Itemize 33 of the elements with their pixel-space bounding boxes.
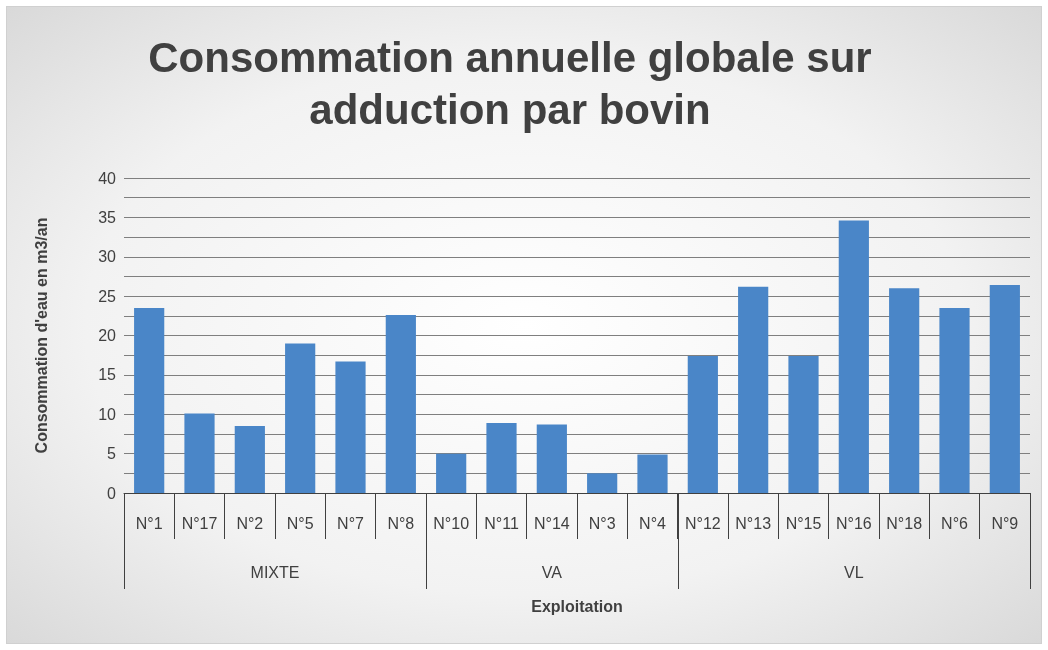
x-tick-label: N°18: [886, 514, 923, 532]
y-tick-label: 20: [98, 327, 117, 344]
x-axis-title: Exploitation: [531, 597, 623, 615]
x-tick-label: N°1: [135, 514, 163, 532]
x-tick-label: N°14: [533, 514, 570, 532]
x-tick-label: N°13: [735, 514, 772, 532]
x-tick-label: N°16: [835, 514, 872, 532]
x-tick-label: N°15: [785, 514, 822, 532]
x-tick-label: N°2: [236, 514, 264, 532]
y-tick-label: 10: [98, 405, 117, 423]
y-tick-label: 5: [107, 445, 117, 463]
x-tick-label: N°9: [991, 514, 1019, 532]
x-tick-label: N°8: [387, 514, 415, 532]
y-tick-label: 15: [98, 366, 117, 384]
y-axis-title: Consommation d'eau en m3/an: [32, 217, 50, 454]
y-tick-label: 25: [98, 287, 117, 305]
text: MIXTE: [249, 564, 301, 582]
chart-title: Consommation annuelle globale sur adduction par bovin: [147, 33, 873, 135]
y-tick-label: 40: [98, 169, 117, 187]
x-tick-label: N°3: [588, 514, 616, 532]
y-tick-label: 35: [98, 208, 117, 226]
x-tick-label: N°10: [433, 514, 470, 532]
y-tick-label: 0: [107, 484, 117, 502]
x-tick-label: N°5: [286, 514, 314, 532]
y-tick-label: 30: [98, 248, 117, 266]
text: VL: [843, 564, 865, 582]
text: VA: [540, 564, 563, 582]
x-tick-label: N°11: [484, 514, 519, 532]
x-tick-label: N°6: [941, 514, 969, 532]
x-tick-label: N°17: [181, 514, 218, 532]
x-tick-label: N°4: [639, 514, 667, 532]
x-tick-label: N°12: [684, 514, 721, 532]
x-tick-label: N°7: [337, 514, 365, 532]
